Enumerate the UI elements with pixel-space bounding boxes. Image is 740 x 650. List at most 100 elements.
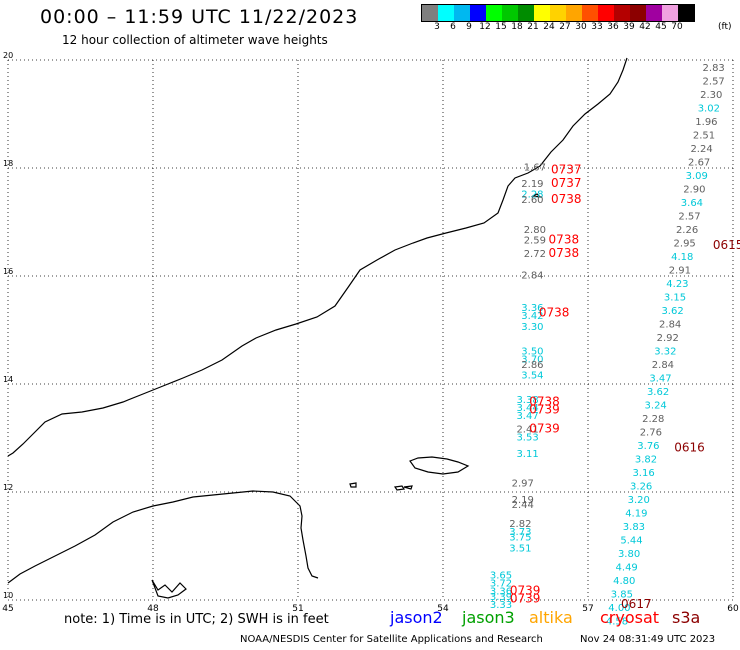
scale-label: 70 xyxy=(671,22,683,32)
pass-time-label: 0737 xyxy=(551,176,582,190)
arabian-coastline xyxy=(7,57,628,457)
coastline xyxy=(7,57,628,599)
wave-height-value: 2.19 xyxy=(512,495,534,506)
scale-label: 36 xyxy=(607,22,619,32)
wave-height-value: 2.97 xyxy=(512,479,534,490)
wave-height-value: 4.18 xyxy=(671,252,693,263)
wave-height-value: 1.67 xyxy=(524,163,546,174)
wave-height-value: 3.70 xyxy=(521,354,543,365)
wave-height-value: 2.26 xyxy=(676,225,698,236)
wave-height-value: 4.80 xyxy=(613,576,635,587)
wave-height-value: 3.54 xyxy=(521,371,543,382)
islet xyxy=(349,482,357,488)
lon-tick-label: 60 xyxy=(727,604,739,614)
wave-height-value: 4.58 xyxy=(606,616,628,627)
wave-height-value: 2.76 xyxy=(640,427,662,438)
wave-height-value: 2.92 xyxy=(657,333,679,344)
lon-tick-label: 51 xyxy=(292,604,303,614)
scale-label: 9 xyxy=(466,22,472,32)
pass-time-label: 0738 xyxy=(529,395,560,409)
wave-height-value: 3.82 xyxy=(635,454,657,465)
axis-labels: 45 48 51 54 57 60 20 18 16 14 12 10 xyxy=(2,51,739,614)
wave-height-value: 3.11 xyxy=(516,449,538,460)
scale-label: 24 xyxy=(543,22,555,32)
wave-height-value: 2.95 xyxy=(674,238,696,249)
wave-height-value: 3.16 xyxy=(632,468,654,479)
abd-al-kuri-island xyxy=(393,485,406,491)
wave-height-value: 5.44 xyxy=(620,535,642,546)
color-scale-unit: (ft) xyxy=(718,22,732,32)
pass-time-label: 0737 xyxy=(551,162,582,176)
wave-height-value: 3.26 xyxy=(630,481,652,492)
wave-height-value: 3.44 xyxy=(516,403,538,414)
wave-height-value: 3.85 xyxy=(611,589,633,600)
generated-timestamp: Nov 24 08:31:49 UTC 2023 xyxy=(580,634,716,645)
lat-tick-label: 10 xyxy=(3,591,13,600)
pass-time-label: 0616 xyxy=(674,441,705,455)
scale-swatch-9 xyxy=(566,5,582,21)
footer-note: note: 1) Time is in UTC; 2) SWH is in fe… xyxy=(64,612,329,627)
wave-height-value: 2.91 xyxy=(669,265,691,276)
horn-coast-detail xyxy=(151,579,187,599)
wave-height-value: 2.51 xyxy=(693,130,715,141)
scale-swatch-10 xyxy=(582,5,598,21)
somali-coastline xyxy=(7,490,319,584)
wave-height-value: 3.02 xyxy=(698,103,720,114)
wave-height-value: 2.60 xyxy=(521,195,543,206)
credit-line: NOAA/NESDIS Center for Satellite Applica… xyxy=(240,634,543,645)
wave-height-value: 3.36 xyxy=(490,587,512,598)
pass-time-label: 0739 xyxy=(510,584,541,598)
scale-swatch-6 xyxy=(518,5,534,21)
wave-height-value: 2.41 xyxy=(516,425,538,436)
pass-time-label: 0738 xyxy=(549,246,580,260)
wave-height-value: 2.59 xyxy=(524,236,546,247)
mission-jason2: jason2 xyxy=(390,608,443,627)
pass-time-labels: 0737073707380738073806150738073807390739… xyxy=(510,162,740,611)
lat-tick-label: 16 xyxy=(3,267,13,276)
color-scale-bar xyxy=(421,4,695,22)
scale-label: 30 xyxy=(575,22,587,32)
map-title: 00:00 – 11:59 UTC 11/22/2023 xyxy=(40,6,359,28)
scale-label: 3 xyxy=(434,22,440,32)
wave-height-value: 2.80 xyxy=(524,225,546,236)
scale-label: 33 xyxy=(591,22,603,32)
wave-height-value: 2.84 xyxy=(652,360,674,371)
wave-height-value: 3.32 xyxy=(654,346,676,357)
wave-height-value: 2.67 xyxy=(688,157,710,168)
scale-label: 12 xyxy=(479,22,491,32)
scale-label: 27 xyxy=(559,22,571,32)
scale-label: 45 xyxy=(655,22,667,32)
wave-height-value: 3.62 xyxy=(647,387,669,398)
wave-height-value: 3.51 xyxy=(509,543,531,554)
wave-height-value: 3.42 xyxy=(521,311,543,322)
scale-swatch-5 xyxy=(502,5,518,21)
wave-height-value: 3.64 xyxy=(681,198,703,209)
wave-height-value: 3.39 xyxy=(490,592,512,603)
wave-height-value: 2.57 xyxy=(678,211,700,222)
pass-time-label: 0739 xyxy=(510,592,541,606)
wave-height-value: 2.84 xyxy=(521,271,543,282)
scale-label: 39 xyxy=(623,22,635,32)
lat-tick-label: 12 xyxy=(3,483,13,492)
scale-swatch-0 xyxy=(422,5,438,21)
wave-height-value: 3.30 xyxy=(521,322,543,333)
socotra-island xyxy=(409,456,470,475)
wave-height-value: 3.47 xyxy=(516,411,538,422)
scale-label: 15 xyxy=(495,22,507,32)
mission-s3a: s3a xyxy=(672,608,701,627)
wave-height-value: 3.73 xyxy=(509,527,531,538)
scale-swatch-2 xyxy=(454,5,470,21)
lon-tick-label: 45 xyxy=(2,604,13,614)
wave-height-value: 2.44 xyxy=(512,500,534,511)
scale-swatch-14 xyxy=(646,5,662,21)
wave-height-value: 3.20 xyxy=(628,495,650,506)
wave-height-value: 2.90 xyxy=(683,184,705,195)
scale-swatch-16 xyxy=(678,5,694,21)
wave-height-value: 2.57 xyxy=(703,76,725,87)
wave-height-value: 3.83 xyxy=(623,522,645,533)
wave-height-value: 3.50 xyxy=(521,346,543,357)
wave-height-value: 1.96 xyxy=(695,117,717,128)
wave-height-value: 3.24 xyxy=(645,400,667,411)
map-subtitle: 12 hour collection of altimeter wave hei… xyxy=(62,33,328,47)
